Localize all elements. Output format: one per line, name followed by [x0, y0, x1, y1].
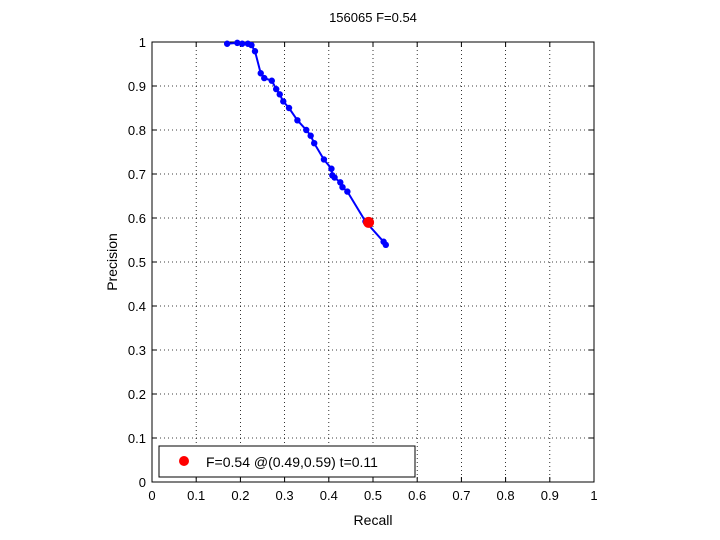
- x-tick-label: 0.6: [408, 488, 426, 503]
- data-point: [223, 40, 231, 47]
- y-tick-label: 0.2: [128, 387, 146, 402]
- y-tick-label: 1: [139, 35, 146, 50]
- y-axis-label: Precision: [104, 233, 120, 291]
- data-point: [339, 184, 346, 191]
- y-tick-label: 0.5: [128, 255, 146, 270]
- data-point: [268, 77, 275, 84]
- x-tick-label: 0.2: [231, 488, 249, 503]
- best-f-point: [363, 216, 375, 228]
- x-tick-label: 0.5: [364, 488, 382, 503]
- data-point: [251, 48, 259, 55]
- y-tick-label: 0.8: [128, 123, 146, 138]
- axis-ticks: 0 0.1 0.2 0.3 0.4 0.5 0.6 0.7 0.8 0.9 1 0 0.1 0.2 0.3 0…: [128, 35, 598, 503]
- y-tick-label: 0.1: [128, 431, 146, 446]
- x-axis-label: Recall: [354, 512, 393, 528]
- x-tick-label: 0.4: [320, 488, 338, 503]
- data-point: [328, 165, 335, 172]
- legend-marker: [179, 456, 189, 466]
- data-point: [261, 74, 268, 82]
- y-tick-label: 0.6: [128, 211, 146, 226]
- data-point: [337, 179, 344, 186]
- data-point: [280, 98, 287, 105]
- x-tick-label: 0: [148, 488, 155, 503]
- legend: F=0.54 @(0.49,0.59) t=0.11: [158, 445, 416, 478]
- data-point: [307, 132, 314, 139]
- legend-label: F=0.54 @(0.49,0.59) t=0.11: [206, 454, 378, 470]
- x-tick-label: 0.1: [187, 488, 205, 503]
- data-point: [382, 241, 390, 249]
- data-point: [331, 174, 338, 181]
- series-line: [227, 41, 387, 246]
- data-point: [276, 91, 283, 98]
- best-f-point-layer: [363, 216, 375, 228]
- data-point: [303, 126, 310, 134]
- pr-series: [223, 39, 390, 249]
- data-point: [294, 117, 301, 124]
- legend-box: [158, 445, 416, 478]
- data-point: [311, 140, 318, 147]
- data-point: [285, 104, 293, 112]
- data-point: [238, 40, 246, 47]
- x-tick-label: 0.8: [497, 488, 515, 503]
- y-tick-label: 0: [139, 475, 146, 490]
- x-tick-label: 0.9: [541, 488, 559, 503]
- y-tick-label: 0.3: [128, 343, 146, 358]
- y-tick-label: 0.9: [128, 79, 146, 94]
- data-point: [273, 85, 280, 93]
- y-tick-label: 0.4: [128, 299, 146, 314]
- data-point: [320, 156, 328, 163]
- y-tick-label: 0.7: [128, 167, 146, 182]
- x-tick-label: 0.7: [452, 488, 470, 503]
- data-point: [344, 188, 351, 195]
- data-point: [234, 39, 241, 47]
- data-point: [257, 70, 264, 77]
- x-tick-label: 1: [590, 488, 597, 503]
- grid-layer: [152, 42, 594, 482]
- chart-title: 156065 F=0.54: [329, 10, 417, 25]
- x-tick-label: 0.3: [276, 488, 294, 503]
- data-point: [248, 41, 255, 49]
